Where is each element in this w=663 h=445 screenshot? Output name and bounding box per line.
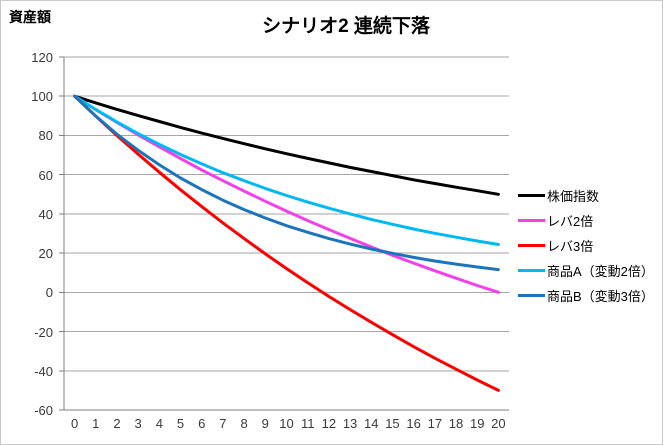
series-line-productA — [73, 94, 500, 246]
x-tick-label: 4 — [155, 416, 163, 431]
x-tick-label: 8 — [240, 416, 248, 431]
x-tick-label: 1 — [92, 416, 100, 431]
y-tick-label: 40 — [38, 206, 53, 222]
x-tick-label: 5 — [176, 416, 185, 431]
x-tick-label: 3 — [134, 416, 142, 431]
legend-item-productA: 商品A（変動2倍） — [518, 258, 654, 283]
legend-label: レバ3倍 — [547, 239, 594, 254]
y-tick-label: 100 — [31, 89, 53, 105]
x-tick-label: 16 — [406, 416, 421, 431]
legend-label: 商品B（変動3倍） — [547, 289, 654, 304]
legend-item-productB: 商品B（変動3倍） — [518, 283, 654, 308]
legend-line-sample — [518, 269, 545, 272]
series-line-index — [73, 94, 500, 196]
y-tick-label: -40 — [34, 363, 53, 379]
x-tick-label: 10 — [279, 416, 294, 431]
y-tick-label: -60 — [34, 403, 53, 418]
x-tick-label: 0 — [70, 416, 79, 431]
legend: 株価指数レバ2倍レバ3倍商品A（変動2倍） 商品B（変動3倍） — [518, 183, 654, 308]
legend-item-index: 株価指数 — [518, 183, 654, 208]
x-tick-label: 6 — [198, 416, 206, 431]
legend-item-lev2x: レバ2倍 — [518, 208, 654, 233]
x-tick-label: 17 — [427, 416, 443, 431]
series-line-lev3x — [73, 94, 500, 392]
legend-label: 商品A（変動2倍） — [547, 264, 654, 279]
chart-title: シナリオ2 連続下落 — [262, 16, 430, 37]
y-tick-label: 120 — [31, 50, 53, 65]
y-tick-label: 80 — [38, 128, 53, 144]
legend-line-sample — [518, 219, 545, 222]
x-tick-label: 11 — [300, 416, 315, 431]
legend-label: レバ2倍 — [547, 214, 594, 229]
series-line-productB — [73, 94, 500, 272]
y-tick-label: 0 — [45, 285, 53, 301]
y-axis-title: 資産額 — [9, 9, 51, 25]
y-tick-label: 20 — [38, 246, 53, 262]
legend-label: 株価指数 — [547, 189, 600, 204]
x-tick-label: 15 — [385, 416, 400, 431]
x-tick-label: 20 — [491, 416, 506, 431]
x-tick-label: 2 — [113, 416, 121, 431]
x-tick-label: 18 — [448, 416, 464, 431]
legend-item-lev3x: レバ3倍 — [518, 233, 654, 258]
x-tick-label: 7 — [219, 416, 227, 431]
y-tick-label: 60 — [38, 167, 53, 183]
legend-line-sample — [518, 244, 545, 247]
x-tick-label: 14 — [364, 416, 379, 431]
x-tick-label: 9 — [261, 416, 269, 431]
x-tick-label: 13 — [342, 416, 358, 431]
legend-line-sample — [518, 194, 545, 197]
y-tick-label: -20 — [34, 324, 53, 340]
legend-line-sample — [518, 294, 545, 297]
x-tick-label: 19 — [469, 416, 485, 431]
x-tick-label: 12 — [321, 416, 337, 431]
